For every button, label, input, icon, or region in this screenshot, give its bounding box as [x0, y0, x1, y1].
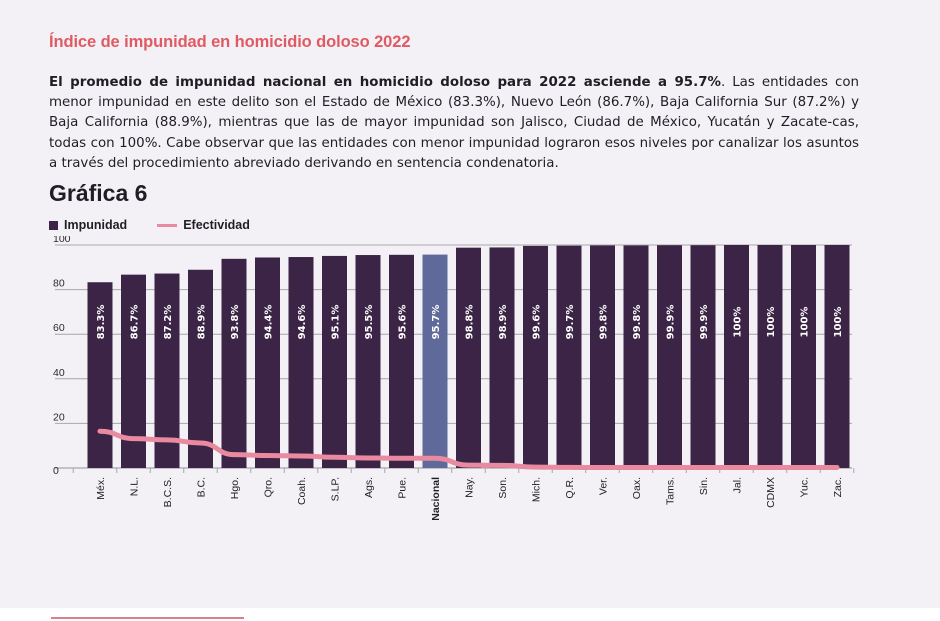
- category-label: Yuc.: [799, 477, 811, 497]
- category-label: Coah.: [296, 477, 308, 505]
- bar-7: [322, 255, 347, 468]
- bar-12: [489, 247, 515, 468]
- category-label: Ver.: [598, 477, 610, 495]
- bar-22: [824, 245, 850, 468]
- bar-value-label: 99.6%: [532, 305, 543, 340]
- bar-layer: [87, 245, 850, 468]
- bar-14: [556, 245, 582, 468]
- bar-value-label: 94.4%: [264, 305, 275, 340]
- bar-0: [87, 282, 113, 468]
- bar-4: [221, 258, 247, 468]
- category-label: Nacional: [430, 477, 442, 521]
- category-label: Son.: [497, 477, 509, 499]
- y-tick-label: 60: [53, 322, 65, 334]
- bar-8: [355, 255, 381, 468]
- bar-9: [389, 254, 414, 468]
- bar-2: [154, 273, 180, 468]
- bar-value-label: 99.9%: [699, 305, 710, 340]
- bar-21: [791, 245, 816, 468]
- y-tick-label: 0: [53, 465, 59, 477]
- line-layer: [97, 428, 840, 471]
- bar-value-label: 100%: [833, 307, 844, 338]
- bar-17: [657, 245, 682, 468]
- bar-value-label: 95.6%: [398, 305, 409, 340]
- category-label: Jal.: [732, 477, 744, 493]
- bar-value-label: 95.5%: [364, 305, 375, 340]
- category-label: Zac.: [832, 477, 844, 497]
- bar-6: [288, 257, 314, 468]
- chart-legend: Impunidad Efectividad: [49, 218, 280, 232]
- grid-layer: 0 20 40 60 80 100: [53, 236, 855, 477]
- bar-value-label: 88.9%: [197, 305, 208, 340]
- bar-value-label: 100%: [766, 307, 777, 338]
- y-tick-label: 20: [53, 411, 65, 423]
- bar-value-label: 93.8%: [230, 305, 241, 340]
- legend-swatch-bar-icon: [49, 220, 58, 230]
- category-label: Méx.: [95, 477, 107, 500]
- bar-10: [422, 254, 448, 468]
- legend-item-impunidad: Impunidad: [49, 218, 127, 232]
- bar-value-label: 87.2%: [163, 305, 174, 340]
- category-label: Oax.: [631, 477, 643, 499]
- bar-value-label: 100%: [733, 307, 744, 338]
- summary-text: . Las entidades con menor impunidad en e…: [49, 75, 860, 171]
- y-tick-label: 100: [53, 236, 71, 245]
- category-label: B.C.: [196, 477, 208, 497]
- bar-value-label: 98.9%: [498, 305, 509, 340]
- footer-divider: [51, 617, 244, 619]
- bar-11: [456, 247, 481, 468]
- category-label: Tams.: [665, 477, 677, 505]
- bar-value-label: 99.7%: [565, 305, 576, 340]
- category-label: B.C.S.: [162, 477, 174, 507]
- category-label: S.LP.: [330, 477, 342, 501]
- bar-20: [757, 245, 783, 468]
- category-label: Sin.: [698, 477, 710, 495]
- bar-value-label: 99.9%: [666, 305, 677, 340]
- bar-3: [188, 269, 213, 468]
- legend-label-efectividad: Efectividad: [183, 218, 250, 232]
- summary-bold: El promedio de impunidad nacional en hom…: [49, 75, 721, 90]
- bar-value-label: 99.8%: [632, 305, 643, 340]
- bar-19: [724, 245, 749, 468]
- section-title: Índice de impunidad en homicidio doloso …: [49, 33, 411, 51]
- chart-title: Gráfica 6: [49, 180, 148, 206]
- label-layer: 83.3% Méx. 86.7% N.L. 87.2% B.C.S. 88.9% B.C. 93…: [95, 305, 844, 521]
- bar-value-label: 95.7%: [431, 305, 442, 340]
- bar-13: [523, 245, 548, 468]
- bar-value-label: 100%: [800, 307, 811, 338]
- bar-value-label: 95.1%: [331, 305, 342, 340]
- y-tick-label: 80: [53, 278, 65, 290]
- category-label: Qro.: [263, 477, 275, 497]
- category-label: Q.R.: [564, 477, 576, 499]
- bar-15: [590, 245, 615, 468]
- legend-swatch-line-icon: [157, 223, 178, 227]
- category-label: Hgo.: [229, 477, 241, 499]
- bar-16: [623, 245, 649, 468]
- impunity-chart: 0 20 40 60 80 100 83.3% Méx. 86.7% N.L. 87.2% B.C.…: [53, 236, 855, 521]
- bar-5: [255, 257, 280, 468]
- legend-item-efectividad: Efectividad: [157, 218, 250, 232]
- y-tick-label: 40: [53, 367, 65, 379]
- category-label: N.L.: [129, 477, 141, 496]
- bar-value-label: 99.8%: [599, 305, 610, 340]
- category-label: Nay.: [464, 477, 476, 498]
- bar-value-label: 83.3%: [96, 305, 107, 340]
- bar-value-label: 86.7%: [130, 305, 141, 340]
- bar-18: [690, 245, 716, 468]
- category-label: CDMX: [765, 477, 777, 508]
- category-label: Mich.: [531, 477, 543, 502]
- bar-value-label: 98.8%: [465, 305, 476, 340]
- bar-value-label: 94.6%: [297, 305, 308, 340]
- summary-paragraph: El promedio de impunidad nacional en hom…: [49, 73, 859, 174]
- category-label: Pue.: [397, 477, 409, 499]
- category-label: Ags.: [363, 477, 375, 498]
- legend-label-impunidad: Impunidad: [64, 218, 128, 232]
